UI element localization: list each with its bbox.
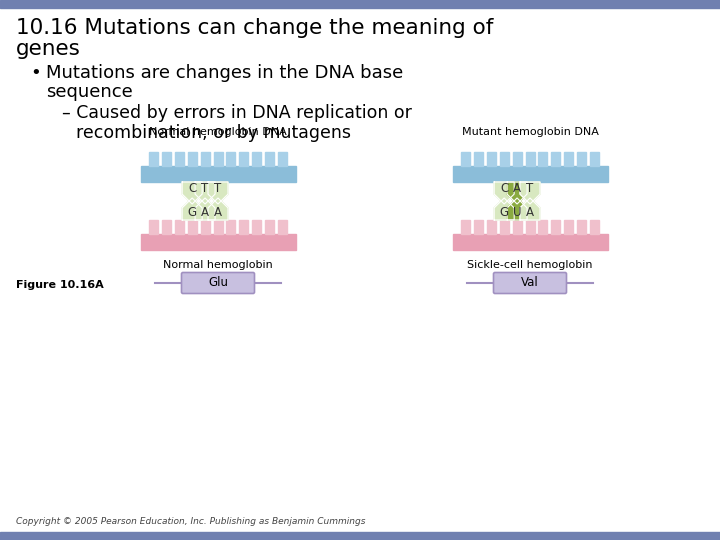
Bar [0, 0, 720, 8]
Bar [226, 152, 235, 166]
Text: C: C [500, 182, 508, 195]
Bar [278, 152, 287, 166]
Bar [214, 152, 222, 166]
Polygon shape [182, 182, 202, 204]
Bar [539, 220, 547, 234]
Text: sequence: sequence [46, 83, 132, 101]
Text: Mutant hemoglobin DNA: Mutant hemoglobin DNA [462, 127, 598, 137]
Bar [452, 234, 608, 250]
Bar [265, 220, 274, 234]
Text: mRNA: mRNA [453, 237, 487, 247]
Bar [487, 220, 496, 234]
Bar [552, 220, 560, 234]
Text: U: U [513, 206, 521, 219]
Bar [252, 220, 261, 234]
Bar [577, 152, 586, 166]
Polygon shape [494, 198, 514, 220]
Text: Val: Val [521, 276, 539, 289]
Bar [162, 220, 171, 234]
Polygon shape [195, 198, 215, 220]
Bar [175, 152, 184, 166]
Polygon shape [208, 182, 228, 204]
Bar [265, 152, 274, 166]
Bar [539, 152, 547, 166]
Bar [162, 152, 171, 166]
Bar [149, 152, 158, 166]
Text: •: • [30, 64, 41, 82]
Text: A: A [201, 206, 209, 219]
Bar [500, 152, 508, 166]
Polygon shape [195, 182, 215, 204]
Bar [239, 152, 248, 166]
Text: 10.16 Mutations can change the meaning of: 10.16 Mutations can change the meaning o… [16, 18, 493, 38]
Bar [214, 220, 222, 234]
Bar [526, 152, 534, 166]
Bar [461, 220, 470, 234]
Bar [577, 220, 586, 234]
Bar [188, 152, 197, 166]
Polygon shape [208, 198, 228, 220]
Text: A: A [214, 206, 222, 219]
Bar [500, 220, 508, 234]
Bar [513, 220, 521, 234]
Text: Mutations are changes in the DNA base: Mutations are changes in the DNA base [46, 64, 403, 82]
Bar [252, 152, 261, 166]
Bar [140, 166, 295, 182]
Bar [149, 220, 158, 234]
Bar [201, 152, 210, 166]
Bar [175, 220, 184, 234]
Bar [278, 220, 287, 234]
Text: T: T [202, 182, 209, 195]
Text: Glu: Glu [208, 276, 228, 289]
Bar [552, 152, 560, 166]
Bar [526, 220, 534, 234]
Bar [461, 152, 470, 166]
Polygon shape [182, 198, 202, 220]
Bar [452, 166, 608, 182]
Text: Copyright © 2005 Pearson Education, Inc. Publishing as Benjamin Cummings: Copyright © 2005 Pearson Education, Inc.… [16, 517, 366, 526]
FancyBboxPatch shape [493, 273, 567, 294]
Text: G: G [500, 206, 509, 219]
Bar [474, 152, 483, 166]
Text: – Caused by errors in DNA replication or: – Caused by errors in DNA replication or [62, 104, 412, 122]
Text: T: T [526, 182, 534, 195]
Polygon shape [494, 182, 514, 204]
Bar [201, 220, 210, 234]
FancyBboxPatch shape [181, 273, 254, 294]
Polygon shape [520, 198, 540, 220]
Bar [0, 532, 720, 540]
Text: genes: genes [16, 39, 81, 59]
Text: recombination, or by mutagens: recombination, or by mutagens [76, 124, 351, 142]
Bar [564, 220, 573, 234]
Text: G: G [188, 206, 197, 219]
Bar [226, 220, 235, 234]
Bar [487, 152, 496, 166]
Text: T: T [215, 182, 222, 195]
Polygon shape [520, 182, 540, 204]
Text: A: A [513, 182, 521, 195]
Text: Normal hemoglobin: Normal hemoglobin [163, 260, 273, 270]
Bar [474, 220, 483, 234]
Bar [188, 220, 197, 234]
Bar [590, 220, 599, 234]
Text: mRNA: mRNA [141, 237, 176, 247]
Text: C: C [188, 182, 197, 195]
Polygon shape [507, 182, 527, 204]
Bar [140, 234, 295, 250]
Bar [239, 220, 248, 234]
Bar [564, 152, 573, 166]
Text: Figure 10.16A: Figure 10.16A [16, 280, 104, 290]
Polygon shape [507, 198, 527, 220]
Text: Normal hemoglobin DNA: Normal hemoglobin DNA [149, 127, 287, 137]
Text: A: A [526, 206, 534, 219]
Bar [513, 152, 521, 166]
Text: Sickle-cell hemoglobin: Sickle-cell hemoglobin [467, 260, 593, 270]
Bar [590, 152, 599, 166]
